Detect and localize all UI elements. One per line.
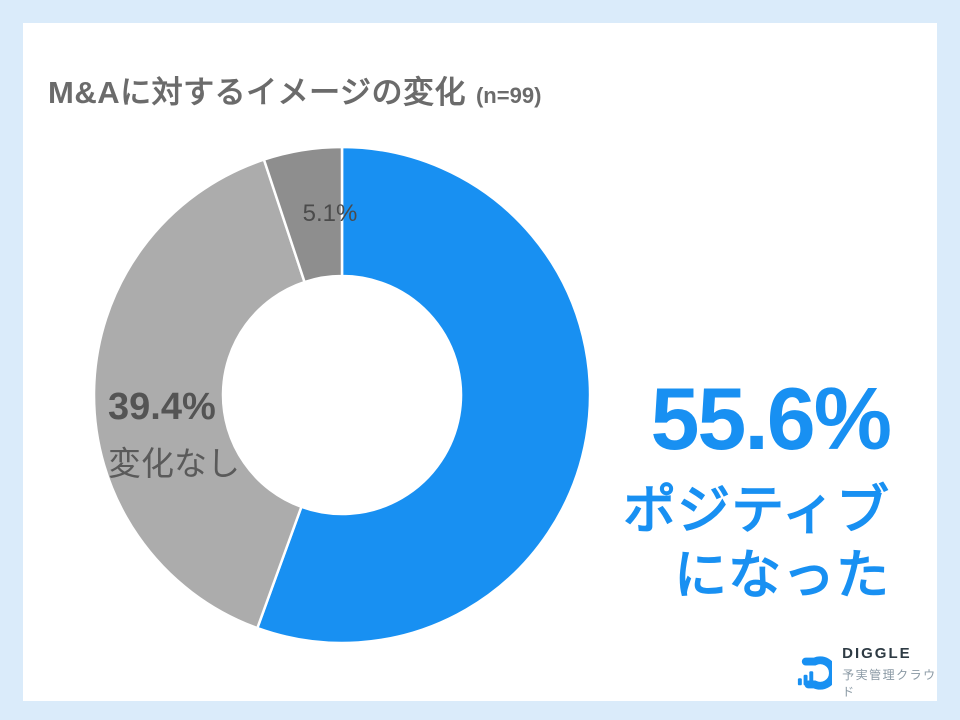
positive-label-line1: ポジティブ (623, 481, 890, 540)
donut-segment-positive (256, 145, 592, 645)
segment-label-other: 5.1% (302, 200, 358, 227)
chart-title: M&Aに対するイメージの変化 (48, 75, 466, 110)
donut-chart (92, 145, 592, 645)
no-change-label: 変化なし (108, 444, 240, 482)
donut-segment-no_change (92, 158, 306, 630)
donut-segment-other (262, 145, 344, 284)
logo-wordmark: DIGGLE (842, 645, 912, 662)
chart-card: M&Aに対するイメージの変化 (n=99) 5.1% 39.4% 変化なし 55… (23, 23, 937, 701)
positive-label-line2: になった (674, 545, 890, 605)
page-title: M&Aに対するイメージの変化 (n=99) (48, 67, 541, 112)
diggle-logo-icon (797, 656, 833, 690)
logo-tagline: 予実管理クラウド (842, 667, 937, 699)
positive-label: ポジティブ になった (623, 479, 890, 608)
diggle-logo-text: DIGGLE 予実管理クラウド (842, 645, 937, 700)
donut-segments-group (92, 145, 592, 645)
segment-callout-positive: 55.6% ポジティブ になった (623, 369, 892, 608)
sample-size: (n=99) (475, 83, 542, 108)
diggle-logo: DIGGLE 予実管理クラウド (797, 645, 937, 700)
no-change-percent: 39.4% (108, 386, 216, 428)
segment-label-no-change: 39.4% 変化なし (108, 385, 240, 485)
positive-percent: 55.6% (650, 369, 892, 468)
